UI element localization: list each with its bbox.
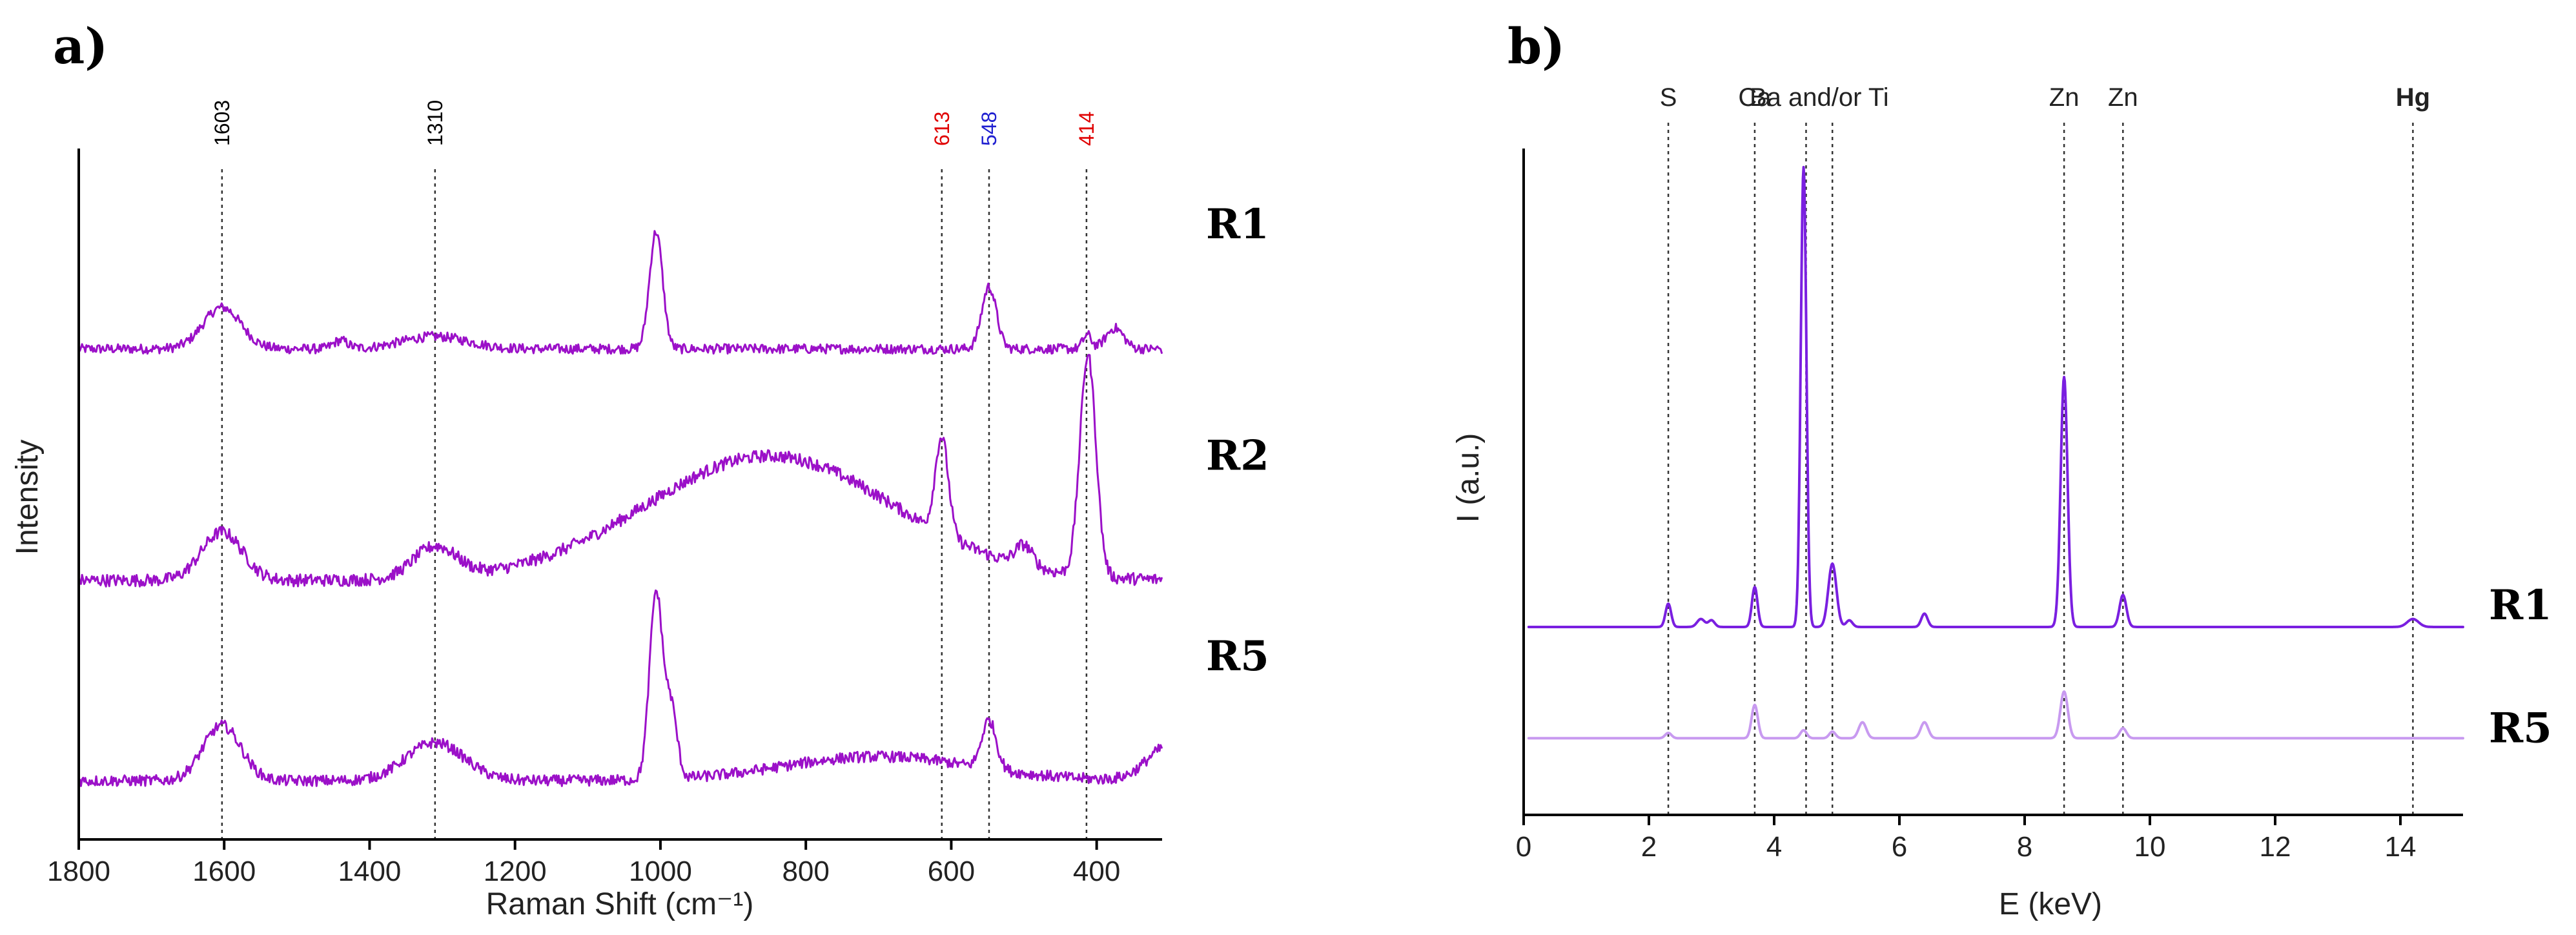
raman-x-tick-label: 1400 <box>338 856 402 887</box>
raman-sample-labels: R1 R2 R5 <box>1206 200 1269 681</box>
xrf-spectrum-r5 <box>1527 690 2464 740</box>
raman-x-ticks: 1800 1600 1400 1200 1000 800 600 400 <box>47 839 1120 887</box>
xrf-x-tick-label: 2 <box>1641 831 1657 863</box>
raman-peak-label: 548 <box>977 112 1001 146</box>
xrf-element-label: Hg <box>2396 83 2430 112</box>
raman-x-tick-label: 1600 <box>192 856 256 887</box>
raman-y-axis-title: Intensity <box>10 440 45 555</box>
xrf-spectrum-r1 <box>1527 165 2464 628</box>
xrf-guide-lines: S Ca Zn Zn Hg Ba and/or Ti <box>1660 83 2430 815</box>
raman-guide-lines: 1603 1310 613 548 414 <box>210 100 1098 839</box>
raman-x-tick-label: 400 <box>1073 856 1120 887</box>
raman-spectrum-r2 <box>77 354 1163 588</box>
raman-x-tick-label: 800 <box>782 856 829 887</box>
raman-legend-r1: R1 <box>1206 200 1269 249</box>
xrf-x-tick-label: 12 <box>2260 831 2291 863</box>
raman-x-tick-label: 1200 <box>484 856 547 887</box>
xrf-x-ticks: 0 2 4 6 8 10 12 14 <box>1516 815 2417 863</box>
xrf-element-label: Zn <box>2108 83 2138 112</box>
raman-legend-r2: R2 <box>1206 432 1269 480</box>
panel-a-label: a) <box>53 17 108 75</box>
raman-peak-label: 414 <box>1075 112 1098 146</box>
xrf-element-label: Zn <box>2049 83 2080 112</box>
raman-legend-r5: R5 <box>1206 632 1269 681</box>
raman-spectrum-r5 <box>77 589 1163 787</box>
raman-peak-label: 1310 <box>424 100 447 146</box>
xrf-x-axis-title: E (keV) <box>1999 887 2102 921</box>
raman-panel: a) Intensity Raman Shift (cm⁻¹) 1603 1310… <box>10 17 1269 921</box>
raman-spectrum-r1 <box>77 230 1163 355</box>
raman-peak-label: 613 <box>930 112 954 146</box>
xrf-x-tick-label: 14 <box>2385 831 2417 863</box>
xrf-sample-labels: R1 R5 <box>2489 581 2552 752</box>
xrf-x-tick-label: 6 <box>1892 831 1907 863</box>
raman-x-tick-label: 600 <box>928 856 975 887</box>
xrf-element-label: S <box>1660 83 1677 112</box>
xrf-x-tick-label: 8 <box>2017 831 2032 863</box>
xrf-group-label: Ba and/or Ti <box>1750 83 1889 112</box>
raman-series <box>77 230 1163 787</box>
xrf-panel: b) I (a.u.) E (keV) S Ca Zn Zn Hg Ba and/or T… <box>1451 17 2552 921</box>
xrf-x-tick-label: 4 <box>1766 831 1782 863</box>
raman-x-tick-label: 1800 <box>47 856 110 887</box>
raman-peak-label: 1603 <box>210 100 234 146</box>
xrf-legend-r5: R5 <box>2489 704 2552 752</box>
xrf-legend-r1: R1 <box>2489 581 2552 630</box>
raman-x-tick-label: 1000 <box>629 856 692 887</box>
raman-x-axis-title: Raman Shift (cm⁻¹) <box>486 887 754 921</box>
xrf-series <box>1527 165 2464 740</box>
panel-b-label: b) <box>1508 17 1565 75</box>
xrf-y-axis-title: I (a.u.) <box>1451 433 1486 523</box>
xrf-x-tick-label: 0 <box>1516 831 1531 863</box>
xrf-element-label: Ca <box>1738 83 1772 112</box>
xrf-x-tick-label: 10 <box>2134 831 2166 863</box>
